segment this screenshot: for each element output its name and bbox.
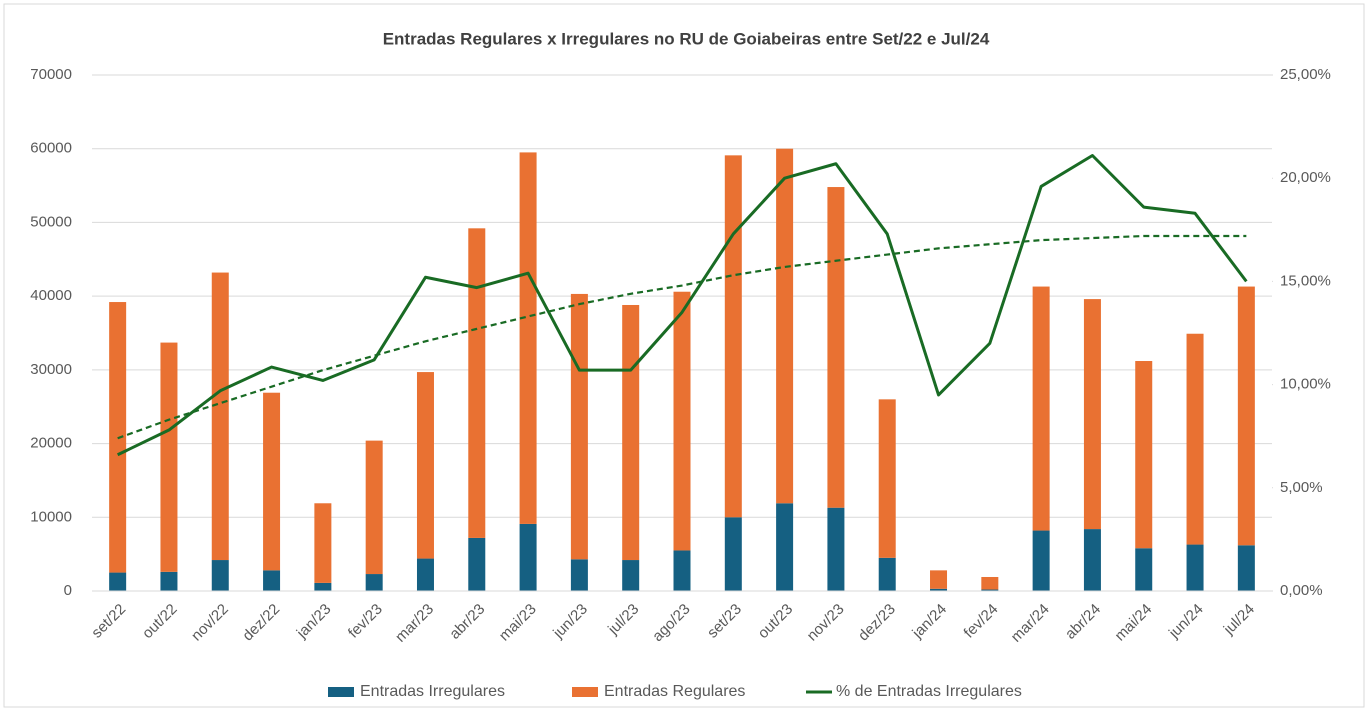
bar-segment <box>622 304 640 561</box>
legend-label: Entradas Regulares <box>604 683 745 700</box>
line <box>116 153 1248 457</box>
y2-tick-label: 5,00% <box>1280 479 1323 496</box>
bar-segment <box>1135 361 1153 549</box>
bar-segment <box>724 517 742 591</box>
y-tick-label: 10000 <box>30 508 72 525</box>
bar-segment <box>365 440 383 575</box>
bar-segment <box>622 560 640 591</box>
bar-segment <box>416 372 434 559</box>
y-tick-label: 20000 <box>30 435 72 452</box>
bar-segment <box>878 557 896 591</box>
legend-swatch <box>572 687 598 697</box>
bar-segment <box>570 559 588 591</box>
bar-segment <box>1032 530 1050 591</box>
bar-segment <box>724 155 742 518</box>
trendline <box>117 234 1247 440</box>
bar-segment <box>519 152 537 524</box>
chart-title: Entradas Regulares x Irregulares no RU d… <box>383 29 990 48</box>
bar-segment <box>776 503 794 591</box>
bar-segment <box>468 537 486 591</box>
bar-segment <box>1237 545 1255 591</box>
bar-segment <box>263 570 281 591</box>
bar-segment <box>365 574 383 591</box>
bar-segment <box>1186 544 1204 591</box>
bar-segment <box>981 589 999 591</box>
y-tick-label: 30000 <box>30 361 72 378</box>
bar-segment <box>109 572 127 591</box>
bar-segment <box>160 571 178 591</box>
bar-segment <box>519 523 537 591</box>
y-tick-label: 0 <box>64 582 72 599</box>
bar-segment <box>878 399 896 558</box>
legend-label: % de Entradas Irregulares <box>836 683 1022 700</box>
y-tick-label: 50000 <box>30 213 72 230</box>
bar-segment <box>570 293 588 560</box>
bar-segment <box>263 392 281 571</box>
bar-segment <box>314 582 332 591</box>
y2-tick-label: 25,00% <box>1280 66 1331 83</box>
bar-segment <box>930 570 948 589</box>
y2-tick-label: 20,00% <box>1280 169 1331 186</box>
y-tick-label: 40000 <box>30 287 72 304</box>
bar-segment <box>468 228 486 538</box>
y2-tick-label: 10,00% <box>1280 376 1331 393</box>
y2-tick-label: 15,00% <box>1280 272 1331 289</box>
bar-segment <box>314 503 332 583</box>
bar-segment <box>1083 299 1101 530</box>
y-tick-label: 60000 <box>30 140 72 157</box>
bar-segment <box>673 291 691 551</box>
y2-tick-label: 0,00% <box>1280 582 1323 599</box>
legend-label: Entradas Irregulares <box>360 683 505 700</box>
y-tick-label: 70000 <box>30 66 72 83</box>
bar-segment <box>211 272 229 561</box>
bar-segment <box>211 560 229 591</box>
bar-segment <box>981 576 999 590</box>
bar-segment <box>673 550 691 591</box>
bar-segment <box>1083 529 1101 591</box>
bar-segment <box>1032 286 1050 531</box>
bar-segment <box>160 342 178 572</box>
bar-segment <box>930 588 948 591</box>
bar-segment <box>827 187 845 508</box>
bar-segment <box>1237 286 1255 546</box>
bar-segment <box>1135 548 1153 591</box>
legend-swatch <box>328 687 354 697</box>
bar-segment <box>776 148 794 504</box>
bar-segment <box>1186 333 1204 545</box>
bar-segment <box>416 558 434 591</box>
bar-segment <box>827 507 845 591</box>
